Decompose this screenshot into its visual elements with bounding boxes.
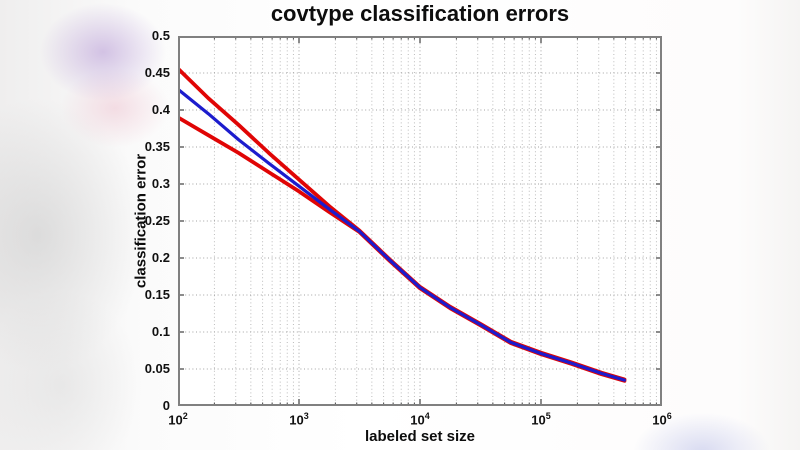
x-tick-label: 102 [168, 411, 188, 428]
axes-frame [178, 36, 662, 406]
y-tick-label: 0.15 [144, 287, 170, 302]
y-tick-label: 0.1 [151, 324, 170, 339]
chart-title: covtype classification errors [270, 1, 570, 26]
y-tick-label: 0 [162, 398, 170, 413]
blue-error-curve [178, 87, 627, 382]
y-tick-label: 0.3 [151, 176, 170, 191]
y-tick-label: 0.45 [144, 65, 170, 80]
x-tick-label: 105 [531, 411, 551, 428]
y-tick-label: 0.35 [144, 139, 170, 154]
y-tick-label: 0.5 [151, 28, 170, 43]
x-tick-label: 104 [410, 411, 430, 428]
x-tick-label: 103 [289, 411, 309, 428]
y-tick-label: 0.2 [151, 250, 170, 265]
y-tick-label: 0.05 [144, 361, 170, 376]
y-tick-label: 0.25 [144, 213, 170, 228]
plot-area [178, 36, 662, 406]
x-axis-label: labeled set size [364, 428, 476, 445]
x-tick-label: 106 [652, 411, 672, 428]
y-tick-label: 0.4 [151, 102, 170, 117]
